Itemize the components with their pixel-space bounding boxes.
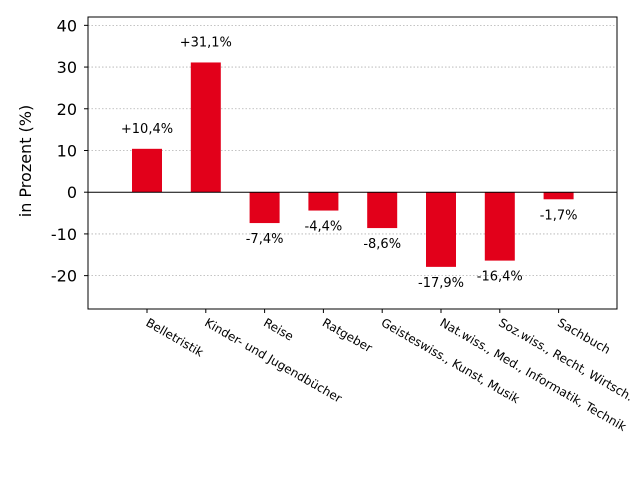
y-tick-label: -10 [51,225,77,244]
bar [367,192,398,229]
data-label: -4,4% [305,220,343,235]
bar [308,192,339,211]
y-axis-ticks: 40 30 20 10 0 -10 -20 [51,16,88,286]
y-tick-label: 20 [57,100,77,119]
data-label: +10,4% [121,122,173,137]
category-label: Ratgeber [320,315,375,355]
y-tick-label: 10 [57,141,77,160]
axes-border [87,16,618,310]
plot-frame [87,16,618,310]
category-label: Belletristik [144,315,206,359]
data-label: +31,1% [180,35,232,50]
bar [543,192,574,200]
y-tick-label: -20 [51,267,77,286]
y-tick-label: 30 [57,58,77,77]
data-label: -16,4% [477,270,523,285]
bar [249,192,280,224]
bars [132,62,574,267]
bar [132,148,162,193]
data-label: -1,7% [540,208,578,223]
bar [190,62,221,193]
category-label: Reise [261,315,296,343]
y-tick-label: 0 [67,183,77,202]
grid-lines [88,24,617,277]
data-label: -7,4% [246,232,284,247]
bar [484,192,515,261]
data-label: -17,9% [418,276,464,291]
y-tick-label: 40 [57,16,77,35]
bar [426,192,456,267]
y-axis-title: in Prozent (%) [16,105,35,217]
data-label: -8,6% [363,237,401,252]
data-labels: +10,4% +31,1% -7,4% -4,4% -8,6% -17,9% -16,4% -… [121,35,578,290]
